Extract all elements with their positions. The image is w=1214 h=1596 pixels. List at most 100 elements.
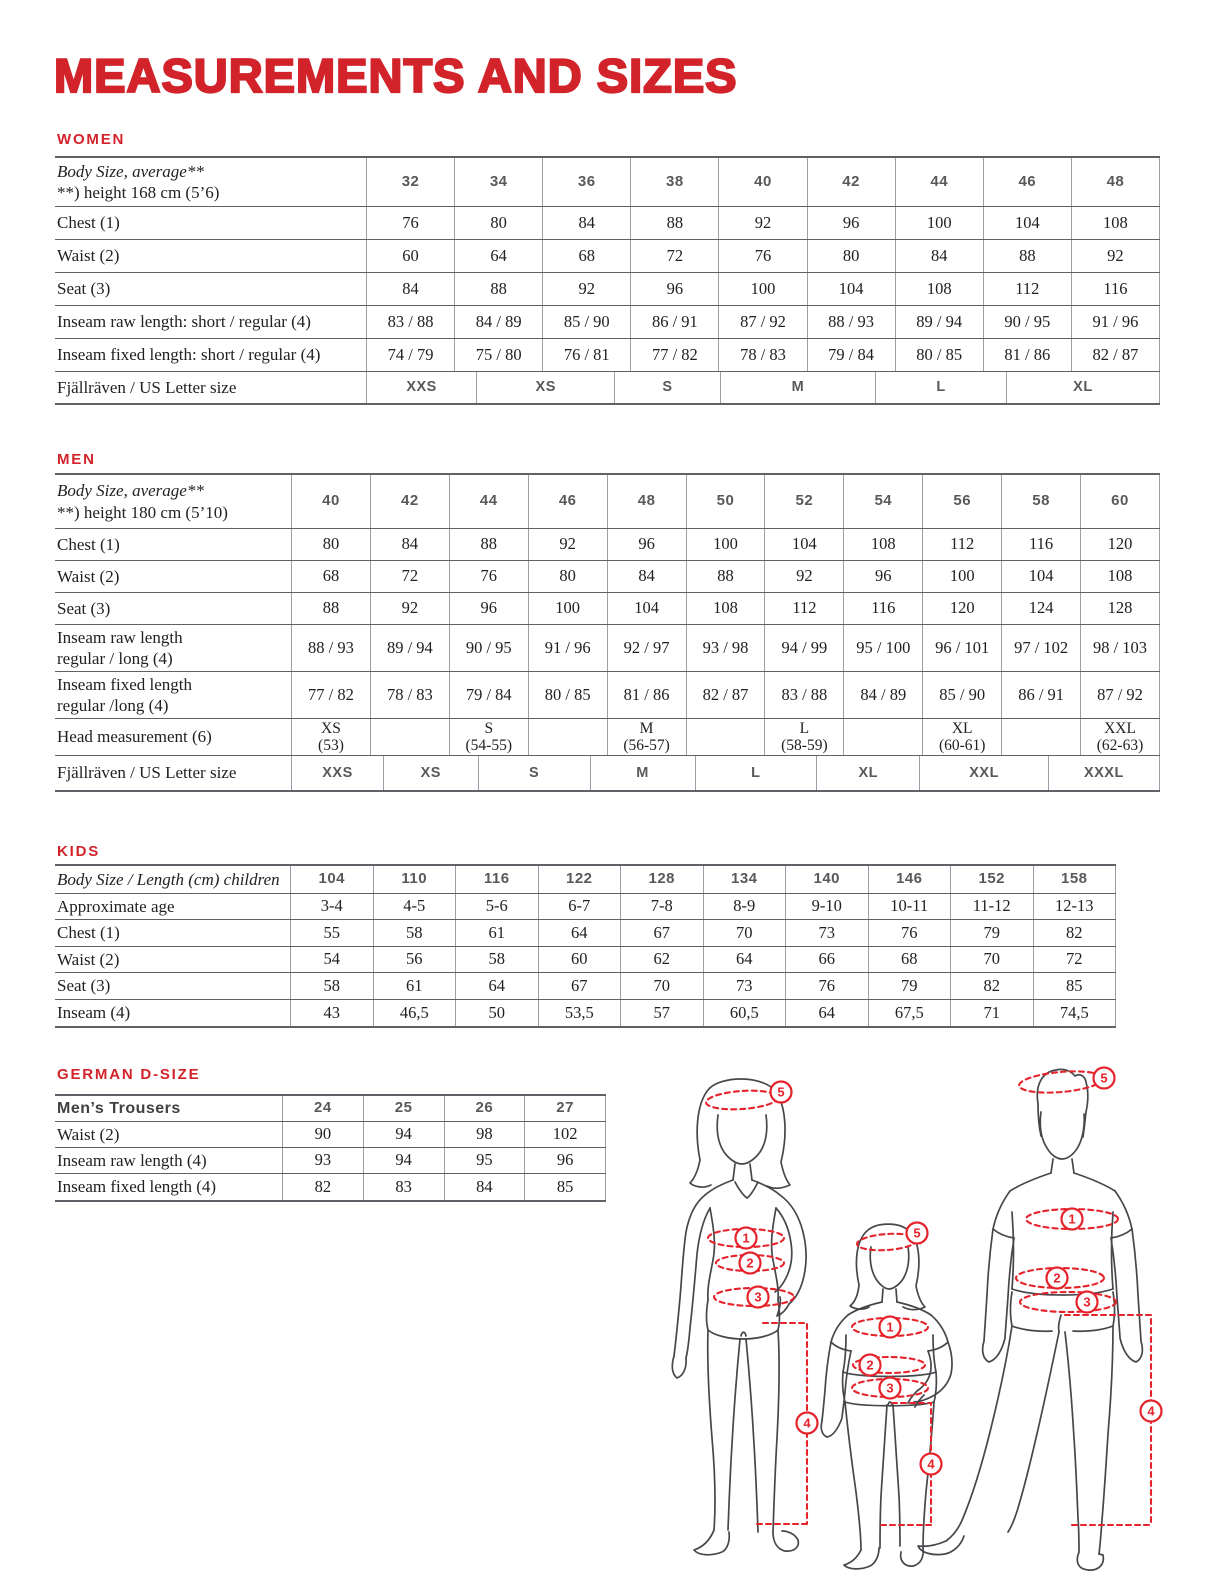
chest-marker-number: 1	[742, 1231, 749, 1246]
value-cell: 4-5	[372, 894, 456, 920]
size-header-cell: 36	[542, 158, 630, 206]
value-cell: 100	[922, 561, 1001, 592]
value-cell: 9-10	[785, 894, 868, 920]
value-cell: XS (53)	[291, 719, 370, 755]
value-line: XXL	[1104, 719, 1136, 737]
value-line: XL	[951, 719, 973, 737]
value-cell: 77 / 82	[291, 672, 370, 718]
table-row: Inseam raw length regular / long (4) 88 / …	[55, 625, 1160, 672]
value-line: XS	[321, 719, 341, 737]
value-cell: 116	[1070, 273, 1159, 305]
letter-size-cell: XS	[383, 756, 478, 790]
row-label: Body Size, average** **) height 168 cm (5…	[55, 158, 366, 206]
size-header-cell: 40	[718, 158, 806, 206]
value-cell: 64	[702, 946, 786, 973]
value-cell: 72	[369, 561, 449, 592]
value-cell: 54	[290, 946, 373, 973]
value-cell: 60	[366, 240, 454, 272]
value-cell: 95 / 100	[843, 625, 922, 671]
table-row: Men’s Trousers 24 25 26 27	[55, 1096, 606, 1122]
value-cell: 94	[362, 1148, 444, 1173]
size-header-cell: 52	[764, 475, 843, 528]
value-cell: 84	[366, 273, 454, 305]
german-d-size-table: Men’s Trousers 24 25 26 27 Waist (2) 90 94 98 102…	[55, 1094, 606, 1202]
value-cell: 90	[282, 1122, 363, 1147]
value-cell: 89 / 94	[369, 625, 449, 671]
value-cell: 79	[950, 920, 1033, 946]
child-waist-marker: 2	[851, 1353, 927, 1377]
seat-marker-number: 3	[754, 1290, 761, 1305]
size-header-cell: 122	[537, 866, 621, 893]
value-cell: 82 / 87	[1070, 339, 1159, 371]
letter-size-cell: M	[719, 372, 875, 403]
man-figure	[917, 1068, 1144, 1571]
value-cell: 61	[372, 973, 456, 999]
value-cell: 78 / 83	[369, 672, 449, 718]
size-header-cell: 146	[867, 866, 951, 893]
size-header-cell: 158	[1032, 866, 1116, 893]
row-cells: 88 / 93 89 / 94 90 / 95 91 / 96 92 / 97 93 / …	[291, 625, 1160, 671]
value-cell: 80 / 85	[894, 339, 983, 371]
value-cell: 82	[950, 973, 1033, 999]
row-cells: 32 34 36 38 40 42 44 46 48	[366, 158, 1160, 206]
size-header-cell: 46	[527, 475, 607, 528]
letter-size-cell: XXS	[366, 372, 476, 403]
value-cell: 58	[455, 946, 538, 973]
row-label: Seat (3)	[57, 598, 111, 618]
table-row: Chest (1) 76 80 84 88 92 96 100 104 108	[55, 207, 1160, 240]
value-line: (53)	[318, 737, 344, 754]
size-header-cell: 54	[843, 475, 922, 528]
value-cell: 67	[537, 973, 621, 999]
value-cell: 120	[922, 593, 1001, 624]
letter-size-cell: XL	[816, 756, 919, 790]
value-line: (58-59)	[781, 737, 828, 754]
value-cell: 96	[843, 561, 922, 592]
table-row: Waist (2) 90 94 98 102	[55, 1122, 606, 1148]
woman-inseam-marker: 4	[755, 1321, 819, 1526]
value-cell: 98	[443, 1122, 525, 1147]
value-cell: 73	[785, 920, 868, 946]
row-cells: 40 42 44 46 48 50 52 54 56 58 60	[291, 475, 1160, 528]
table-row: Body Size, average** **) height 180 cm (5…	[55, 475, 1160, 529]
table-row: Head measurement (6) XS (53) S (54-55) M (56-5…	[55, 719, 1160, 756]
man-chest-marker: 1	[1024, 1207, 1120, 1231]
value-cell: 95	[443, 1148, 525, 1173]
row-label: Body Size, average** **) height 180 cm (5…	[55, 475, 291, 528]
value-cell: 120	[1080, 529, 1159, 560]
value-cell	[685, 719, 765, 755]
row-label: Inseam raw length (4)	[57, 1150, 207, 1170]
row-cells: 54 56 58 60 62 64 66 68 70 72	[290, 946, 1116, 973]
value-cell: 72	[1032, 946, 1116, 973]
row-cells: 76 80 84 88 92 96 100 104 108	[366, 207, 1160, 239]
value-cell: 112	[922, 529, 1001, 560]
value-cell: 58	[372, 920, 456, 946]
row-label: Chest (1)	[57, 213, 120, 233]
value-cell: 70	[950, 946, 1033, 973]
value-cell: XL (60-61)	[922, 719, 1001, 755]
value-cell: 104	[764, 529, 843, 560]
value-cell: 76	[366, 207, 454, 239]
table-row: Fjällräven / US Letter size XXS XS S M L XL XXL…	[55, 756, 1160, 790]
table-row: Waist (2) 60 64 68 72 76 80 84 88 92	[55, 240, 1160, 273]
value-cell: 66	[785, 946, 868, 973]
value-cell: 104	[606, 593, 686, 624]
table-row: Chest (1) 55 58 61 64 67 70 73 76 79 82	[55, 920, 1116, 947]
row-cells: 58 61 64 67 70 73 76 79 82 85	[290, 973, 1116, 999]
value-cell: 116	[843, 593, 922, 624]
value-cell: 97 / 102	[1001, 625, 1080, 671]
value-cell: 88	[448, 529, 528, 560]
value-cell: 84	[542, 207, 630, 239]
value-cell: 85 / 90	[542, 306, 630, 338]
letter-size-cell: XXS	[291, 756, 383, 790]
table-row: Seat (3) 58 61 64 67 70 73 76 79 82 85	[55, 973, 1116, 1000]
value-cell: 74 / 79	[366, 339, 454, 371]
child-inseam-marker: 4	[879, 1401, 943, 1527]
man-waist-marker: 2	[1014, 1266, 1106, 1290]
inseam-marker-number: 4	[927, 1457, 935, 1472]
value-cell: 60	[537, 946, 621, 973]
size-header-cell: 48	[1070, 158, 1159, 206]
value-cell: 88 / 93	[806, 306, 895, 338]
value-cell: 53,5	[537, 999, 621, 1026]
value-cell: 104	[982, 207, 1071, 239]
value-cell: 60,5	[702, 999, 786, 1026]
